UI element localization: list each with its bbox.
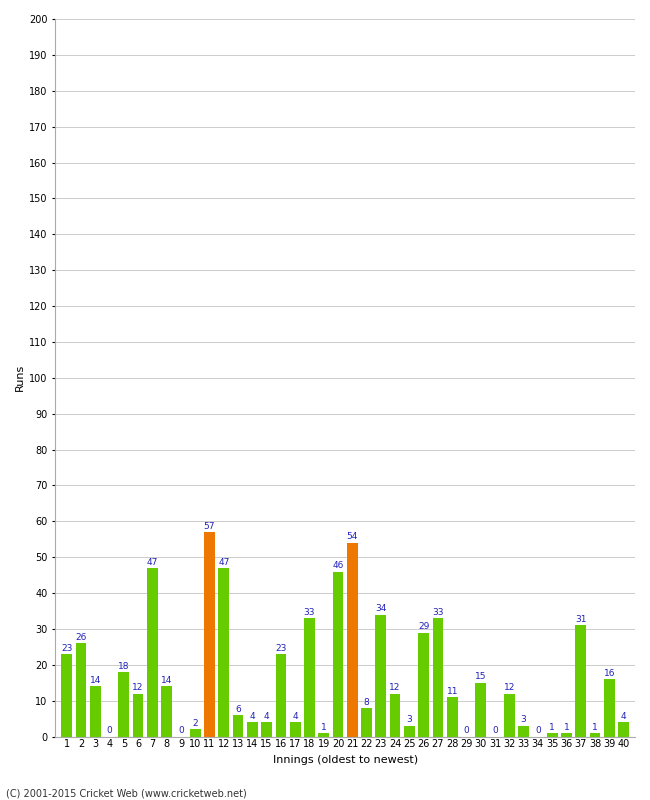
Bar xyxy=(447,697,458,737)
Text: 0: 0 xyxy=(107,726,112,735)
Text: 57: 57 xyxy=(203,522,215,530)
Bar xyxy=(276,654,286,737)
Text: 12: 12 xyxy=(389,683,401,692)
Text: 0: 0 xyxy=(492,726,498,735)
Text: 1: 1 xyxy=(321,722,326,732)
Text: 1: 1 xyxy=(564,722,569,732)
Text: 1: 1 xyxy=(549,722,555,732)
Bar xyxy=(575,626,586,737)
Bar xyxy=(304,618,315,737)
Text: 47: 47 xyxy=(147,558,158,566)
Text: 12: 12 xyxy=(504,683,515,692)
Bar xyxy=(390,694,400,737)
Bar xyxy=(290,722,300,737)
Bar xyxy=(547,733,558,737)
Text: 1: 1 xyxy=(592,722,598,732)
Text: 26: 26 xyxy=(75,633,86,642)
Text: 23: 23 xyxy=(275,644,287,653)
Bar xyxy=(604,679,615,737)
Bar xyxy=(118,672,129,737)
Bar xyxy=(361,708,372,737)
Bar xyxy=(433,618,443,737)
Text: 6: 6 xyxy=(235,705,241,714)
Text: 4: 4 xyxy=(621,712,627,721)
Bar xyxy=(419,633,429,737)
Text: 33: 33 xyxy=(432,608,444,617)
Bar xyxy=(333,572,343,737)
Text: 8: 8 xyxy=(364,698,369,706)
Text: 23: 23 xyxy=(61,644,72,653)
Bar xyxy=(218,568,229,737)
Bar xyxy=(75,643,86,737)
Text: 46: 46 xyxy=(332,561,344,570)
Bar xyxy=(133,694,144,737)
Text: 4: 4 xyxy=(264,712,270,721)
Text: 29: 29 xyxy=(418,622,430,631)
Bar xyxy=(233,715,243,737)
Bar xyxy=(561,733,572,737)
Text: 15: 15 xyxy=(475,673,487,682)
X-axis label: Innings (oldest to newest): Innings (oldest to newest) xyxy=(272,755,418,765)
Text: 54: 54 xyxy=(346,533,358,542)
Bar xyxy=(504,694,515,737)
Bar xyxy=(190,730,201,737)
Text: 2: 2 xyxy=(192,719,198,728)
Y-axis label: Runs: Runs xyxy=(15,364,25,391)
Text: 3: 3 xyxy=(521,715,526,725)
Bar xyxy=(90,686,101,737)
Text: 14: 14 xyxy=(90,676,101,685)
Text: 31: 31 xyxy=(575,615,586,624)
Bar xyxy=(404,726,415,737)
Text: 4: 4 xyxy=(292,712,298,721)
Text: 14: 14 xyxy=(161,676,172,685)
Text: 0: 0 xyxy=(463,726,469,735)
Bar xyxy=(61,654,72,737)
Text: 47: 47 xyxy=(218,558,229,566)
Bar xyxy=(518,726,529,737)
Bar xyxy=(376,614,386,737)
Bar xyxy=(618,722,629,737)
Bar xyxy=(247,722,257,737)
Bar xyxy=(147,568,158,737)
Bar xyxy=(590,733,601,737)
Text: 11: 11 xyxy=(447,686,458,696)
Text: 3: 3 xyxy=(406,715,412,725)
Text: 4: 4 xyxy=(250,712,255,721)
Text: 33: 33 xyxy=(304,608,315,617)
Text: 16: 16 xyxy=(604,669,615,678)
Bar xyxy=(475,683,486,737)
Text: 0: 0 xyxy=(178,726,184,735)
Text: (C) 2001-2015 Cricket Web (www.cricketweb.net): (C) 2001-2015 Cricket Web (www.cricketwe… xyxy=(6,788,247,798)
Text: 0: 0 xyxy=(535,726,541,735)
Bar xyxy=(204,532,215,737)
Bar xyxy=(261,722,272,737)
Text: 18: 18 xyxy=(118,662,129,670)
Text: 12: 12 xyxy=(133,683,144,692)
Bar xyxy=(161,686,172,737)
Bar xyxy=(347,543,358,737)
Bar xyxy=(318,733,329,737)
Text: 34: 34 xyxy=(375,604,387,614)
